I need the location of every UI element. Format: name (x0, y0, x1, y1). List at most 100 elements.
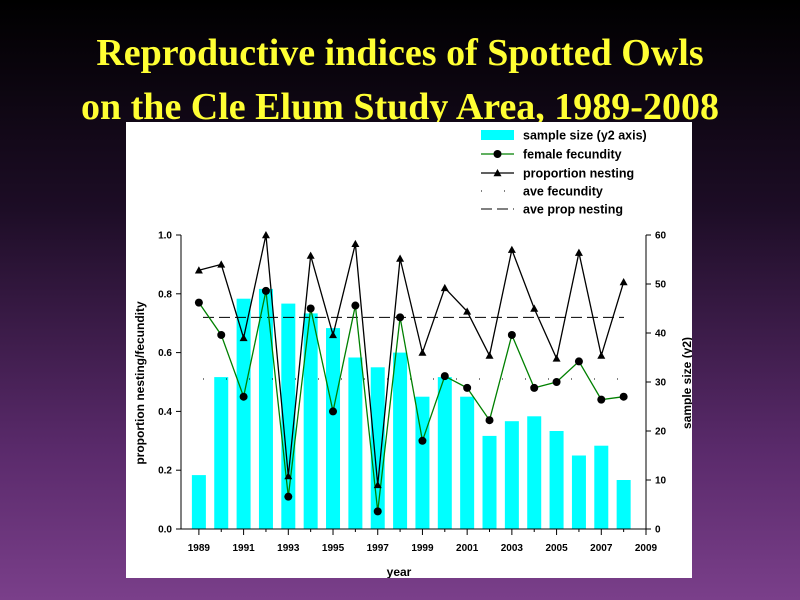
legend-marker-nesting (493, 169, 502, 177)
x-tick-label: 1999 (411, 543, 434, 554)
fecundity-point (440, 372, 449, 381)
x-tick-label: 2007 (590, 543, 613, 554)
y-tick-label: 1.0 (158, 231, 172, 242)
slide-title-line-1: Reproductive indices of Spotted Owls (96, 32, 704, 74)
legend-label: ave prop nesting (523, 203, 623, 217)
fecundity-point (396, 313, 405, 322)
nesting-point (239, 333, 248, 342)
nesting-point (507, 245, 516, 253)
slide-title-line-2: on the Cle Elum Study Area, 1989-2008 (81, 86, 719, 128)
bar (370, 367, 385, 529)
bar (549, 431, 564, 529)
bar (191, 475, 206, 529)
legend-label: proportion nesting (523, 167, 634, 181)
fecundity-point (418, 436, 427, 445)
fecundity-point (373, 507, 382, 516)
nesting-point (261, 231, 270, 239)
y2-tick-label: 0 (655, 525, 661, 536)
nesting-point (329, 330, 338, 339)
fecundity-point (194, 298, 203, 307)
nesting-point (396, 254, 405, 262)
chart-svg: sample size (y2 axis) female fecundity pro… (133, 129, 694, 580)
fecundity-point (239, 392, 248, 401)
x-tick-label: 1991 (232, 543, 255, 554)
bar (437, 377, 452, 529)
y-tick-label: 0.4 (158, 407, 172, 418)
y2-axis-label: sample size (y2) (680, 337, 692, 429)
fecundity-point (351, 301, 360, 310)
nesting-point (530, 304, 539, 312)
nesting-point (597, 351, 606, 359)
fecundity-point (552, 378, 561, 386)
nesting-point (619, 278, 628, 286)
bar (236, 298, 251, 529)
bar (326, 328, 341, 529)
y-tick-label: 0.6 (158, 348, 172, 359)
axes: 0.0 0.2 0.4 0.6 0.8 1.0 0 10 20 30 40 50 60 1989 1991 1… (158, 231, 666, 555)
nesting-point (284, 472, 293, 480)
nesting-point (194, 266, 203, 274)
nesting-point (485, 351, 494, 359)
nesting-point (351, 239, 360, 248)
fecundity-point (329, 407, 338, 416)
fecundity-point (530, 383, 539, 392)
fecundity-point (217, 330, 226, 339)
legend-marker-fecundity (493, 150, 502, 158)
y2-tick-label: 20 (655, 427, 667, 438)
x-tick-label: 2005 (545, 543, 568, 554)
y2-tick-label: 30 (655, 378, 667, 389)
x-tick-label: 1997 (367, 543, 390, 554)
x-tick-label: 1989 (188, 543, 211, 554)
y2-tick-label: 40 (655, 329, 667, 340)
bar (258, 288, 273, 529)
slide-title: Reproductive indices of Spotted Owls on … (0, 26, 800, 134)
bar (527, 416, 542, 529)
x-tick-label: 2001 (456, 543, 479, 554)
fecundity-point (597, 395, 606, 404)
x-tick-label: 1993 (277, 543, 300, 554)
bar (616, 480, 631, 529)
nesting-point (217, 260, 226, 268)
nesting-point (574, 248, 583, 256)
bar (393, 352, 408, 529)
x-tick-label: 2009 (635, 543, 658, 554)
nesting-point (552, 354, 561, 362)
fecundity-point (507, 330, 516, 339)
fecundity-point (261, 286, 270, 295)
y2-tick-label: 60 (655, 231, 667, 242)
nesting-line (198, 234, 625, 485)
bar (482, 435, 497, 529)
fecundity-point (619, 392, 628, 401)
y-tick-label: 0.2 (158, 466, 172, 477)
x-axis-label: year (387, 565, 412, 578)
nesting-point (306, 251, 315, 259)
bar (594, 445, 609, 529)
line-series (194, 231, 628, 516)
legend-label: female fecundity (523, 148, 622, 162)
nesting-point (373, 480, 382, 489)
bar-series-sample-size (191, 288, 631, 529)
fecundity-point (574, 357, 583, 366)
bar (460, 396, 475, 529)
fecundity-point (485, 416, 494, 425)
bar (504, 421, 519, 529)
bar (303, 313, 318, 529)
x-tick-label: 2003 (501, 543, 524, 554)
chart-panel: sample size (y2 axis) female fecundity pro… (126, 122, 694, 580)
fecundity-point (306, 304, 315, 313)
legend-swatch-sample-size (481, 130, 514, 140)
nesting-point (440, 283, 449, 292)
legend-label: sample size (y2 axis) (523, 129, 647, 143)
nesting-point (463, 307, 472, 315)
y2-tick-label: 50 (655, 280, 667, 291)
fecundity-point (284, 492, 293, 501)
bar (571, 455, 586, 529)
legend-label: ave fecundity (523, 185, 603, 199)
y-tick-label: 0.0 (158, 525, 172, 536)
nesting-point (418, 348, 427, 356)
bar (214, 377, 229, 529)
legend: sample size (y2 axis) female fecundity pro… (481, 129, 647, 217)
x-tick-label: 1995 (322, 543, 345, 554)
fecundity-point (463, 383, 472, 392)
y2-tick-label: 10 (655, 476, 667, 487)
